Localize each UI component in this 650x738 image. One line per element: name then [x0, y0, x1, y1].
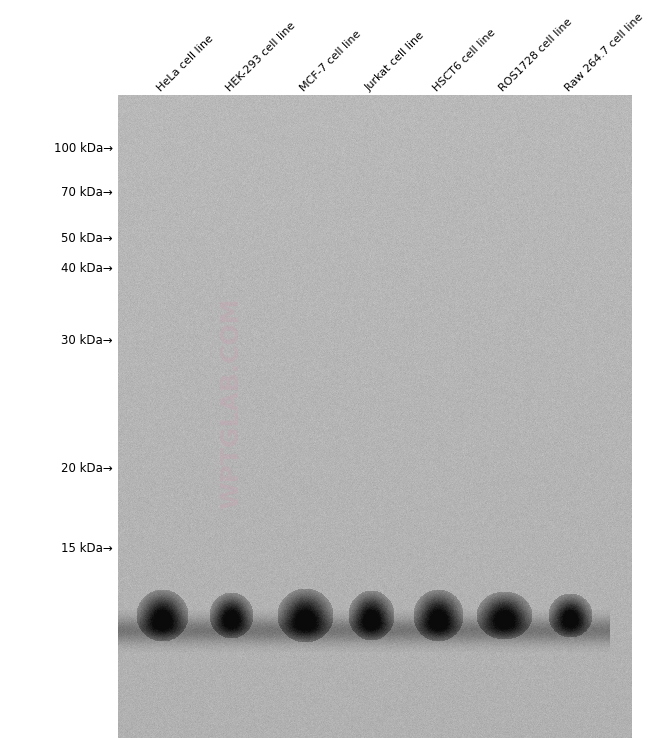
Text: 70 kDa→: 70 kDa→: [61, 185, 113, 199]
Text: Raw 264.7 cell line: Raw 264.7 cell line: [563, 11, 645, 93]
Text: HEK-293 cell line: HEK-293 cell line: [224, 20, 297, 93]
Text: ROS1728 cell line: ROS1728 cell line: [497, 16, 574, 93]
Text: 30 kDa→: 30 kDa→: [61, 334, 113, 347]
Text: 20 kDa→: 20 kDa→: [61, 461, 113, 475]
Text: 100 kDa→: 100 kDa→: [54, 142, 113, 154]
Text: HeLa cell line: HeLa cell line: [155, 33, 215, 93]
Text: Jurkat cell line: Jurkat cell line: [364, 30, 427, 93]
Text: 50 kDa→: 50 kDa→: [61, 232, 113, 244]
Text: WPTGLAB.COM: WPTGLAB.COM: [219, 298, 243, 509]
Text: MCF-7 cell line: MCF-7 cell line: [298, 28, 363, 93]
Text: 15 kDa→: 15 kDa→: [61, 542, 113, 554]
Text: 40 kDa→: 40 kDa→: [61, 261, 113, 275]
Text: HSCT6 cell line: HSCT6 cell line: [431, 27, 497, 93]
